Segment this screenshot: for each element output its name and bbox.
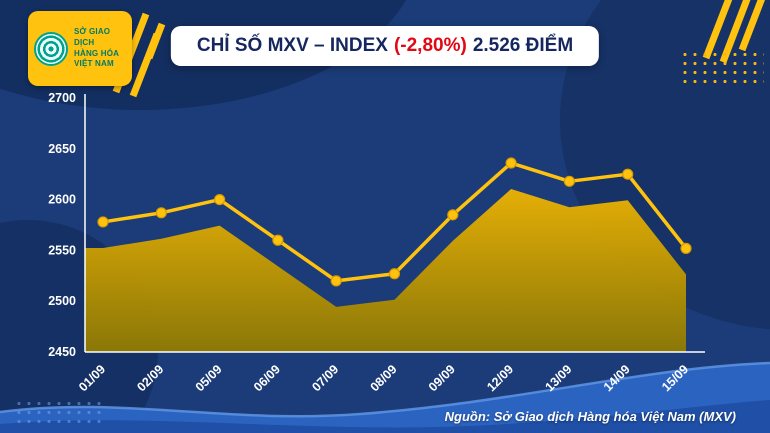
data-point-marker bbox=[97, 216, 109, 228]
chart-title-main: CHỈ SỐ MXV – INDEX bbox=[196, 35, 388, 56]
bottom-wave bbox=[0, 363, 770, 433]
data-point-marker bbox=[563, 175, 576, 187]
wave-shadow bbox=[0, 400, 770, 433]
logo-line-3: VIỆT NAM bbox=[74, 59, 114, 69]
x-tick-label: 02/09 bbox=[134, 362, 166, 394]
x-tick-label: 09/09 bbox=[426, 362, 458, 394]
dot-pattern-bottom-left bbox=[14, 399, 104, 427]
data-point-marker bbox=[622, 168, 634, 180]
data-point-marker bbox=[388, 268, 401, 280]
mxv-logo: SỞ GIAO DỊCH HÀNG HÓA VIỆT NAM bbox=[28, 11, 132, 86]
y-tick-label: 2500 bbox=[48, 294, 76, 308]
data-point-marker bbox=[505, 157, 517, 169]
mxv-logo-icon bbox=[34, 31, 68, 66]
data-point-marker bbox=[680, 242, 692, 254]
x-tick-label: 12/09 bbox=[484, 362, 516, 394]
chart-title-change: (-2,80%) bbox=[393, 35, 467, 56]
y-tick-label: 2700 bbox=[48, 91, 76, 105]
x-tick-label: 15/09 bbox=[659, 362, 691, 394]
wave-highlight bbox=[0, 361, 770, 418]
x-tick-label: 06/09 bbox=[251, 362, 283, 394]
data-point-marker bbox=[155, 207, 167, 219]
chart-title-banner: CHỈ SỐ MXV – INDEX (-2,80%) 2.526 ĐIỂM bbox=[170, 26, 600, 66]
data-point-marker bbox=[272, 234, 284, 246]
x-tick-label: 01/09 bbox=[76, 362, 108, 394]
data-point-marker bbox=[214, 194, 226, 206]
data-point-marker bbox=[330, 275, 342, 287]
source-caption: Nguồn: Sở Giao dịch Hàng hóa Việt Nam (M… bbox=[444, 409, 736, 424]
dot-pattern-top-right bbox=[680, 50, 764, 88]
x-tick-label: 05/09 bbox=[193, 362, 225, 394]
x-tick-label: 14/09 bbox=[601, 362, 633, 394]
data-point-marker bbox=[447, 209, 459, 221]
x-tick-label: 13/09 bbox=[543, 362, 575, 394]
chart-area-fill bbox=[85, 189, 686, 352]
x-tick-label: 08/09 bbox=[368, 362, 400, 394]
logo-line-1: SỞ GIAO DỊCH bbox=[74, 26, 111, 47]
y-tick-label: 2600 bbox=[48, 193, 76, 207]
chart-title-value: 2.526 ĐIỂM bbox=[472, 35, 574, 56]
y-tick-label: 2650 bbox=[48, 142, 76, 156]
mxv-logo-text: SỞ GIAO DỊCH HÀNG HÓA VIỆT NAM bbox=[74, 27, 126, 70]
x-tick-label: 07/09 bbox=[309, 362, 341, 394]
y-tick-label: 2550 bbox=[48, 243, 76, 257]
y-tick-label: 2450 bbox=[48, 345, 76, 359]
logo-line-2: HÀNG HÓA bbox=[74, 48, 120, 58]
